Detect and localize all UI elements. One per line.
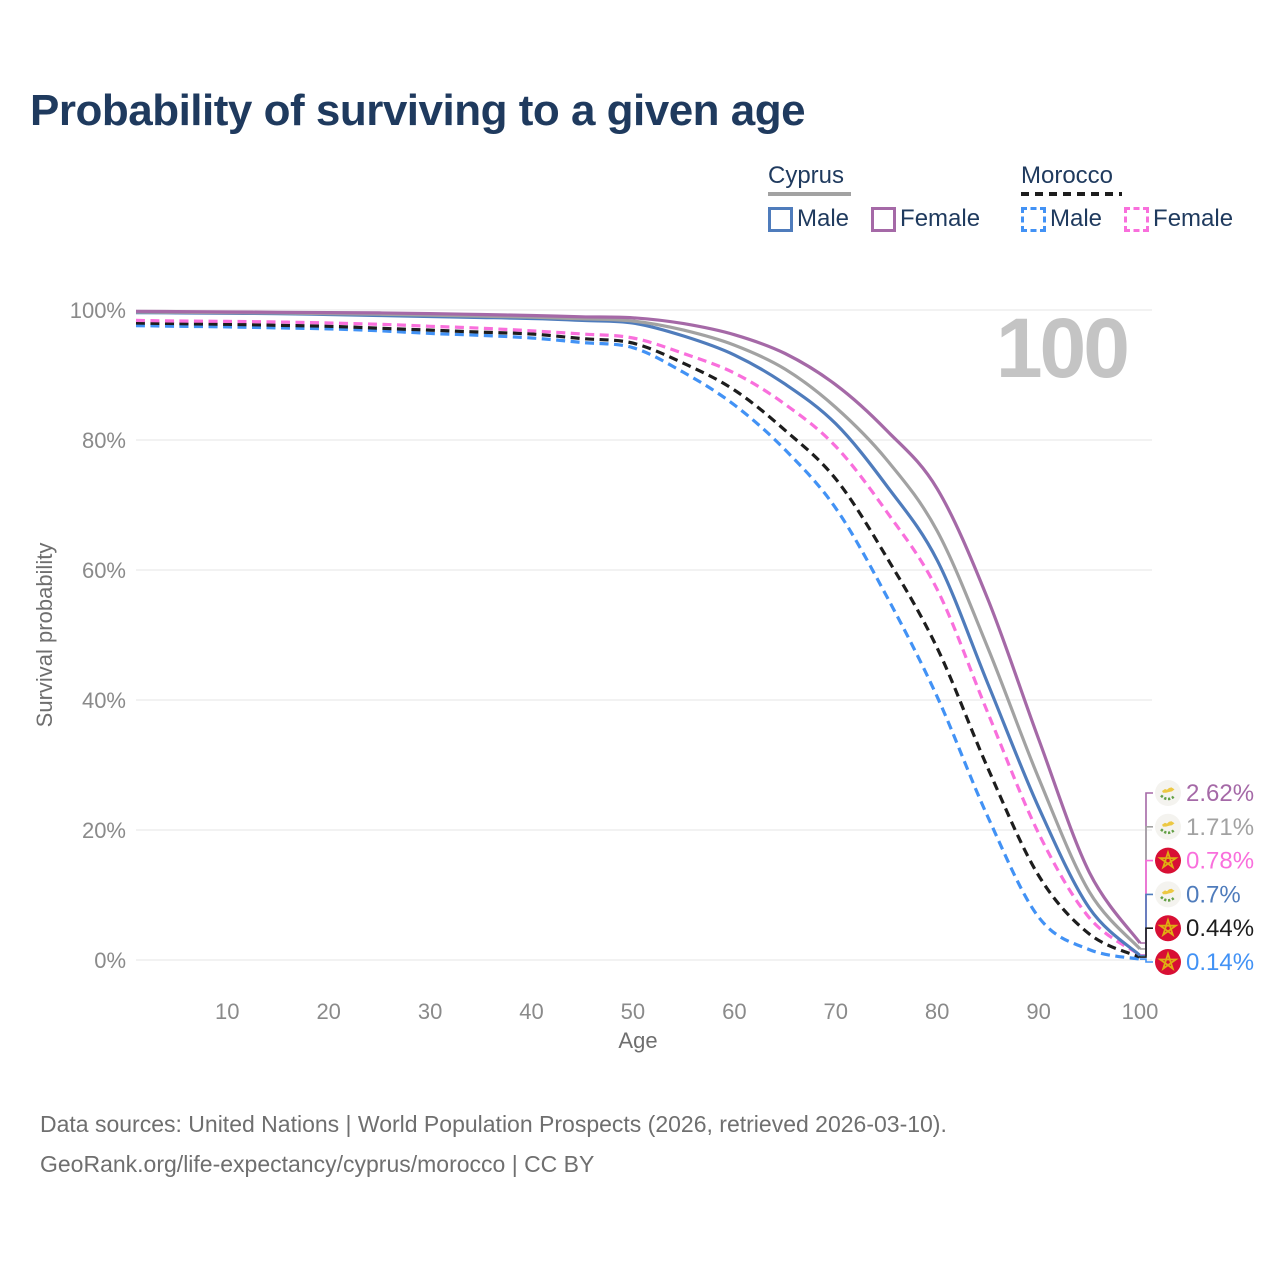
cyprus-male-swatch-icon [768,206,793,232]
x-tick-label: 30 [418,999,442,1024]
y-tick-label: 60% [82,558,126,583]
morocco-male-swatch-icon [1021,206,1046,232]
end-label-value: 0.7% [1186,881,1241,908]
gridlines [136,309,1152,961]
end-label-connectors [1140,792,1153,963]
x-tick-label: 60 [722,999,746,1024]
curve-morocco-both-sexes[interactable] [135,321,1141,959]
end-labels: 2.62% 1.71% 0.78% 0.7% 0.44% 0.14% [1155,780,1254,976]
end-label-morocco-male[interactable]: 0.14% [1155,949,1254,976]
end-label-value: 0.78% [1186,848,1254,875]
morocco-flag-icon [1155,847,1181,874]
data-source-note: Data sources: United Nations | World Pop… [40,1111,947,1137]
x-tick-label: 40 [519,999,543,1024]
curve-cyprus-male[interactable] [135,311,1142,957]
curve-cyprus-both-sexes[interactable] [135,310,1142,950]
page-title: Probability of surviving to a given age [30,86,806,135]
curve-morocco-male[interactable] [135,324,1141,961]
legend-group-morocco: Morocco Male Female [1021,163,1233,233]
curve-morocco-female[interactable] [135,318,1141,957]
curve-cyprus-female[interactable] [135,309,1142,944]
footer: Data sources: United Nations | World Pop… [40,1104,947,1184]
legend-item-label: Female [1153,205,1234,232]
morocco-flag-icon [1155,915,1181,942]
y-tick-label: 20% [82,818,126,843]
end-label-value: 1.71% [1186,814,1254,841]
morocco-female-swatch-icon [1124,206,1150,232]
x-tick-label: 90 [1026,999,1050,1024]
end-label-morocco-both-sexes[interactable]: 0.44% [1155,915,1254,942]
y-tick-label: 0% [94,948,126,973]
cyprus-flag-icon [1155,813,1181,840]
x-tick-label: 70 [824,999,848,1024]
cyprus-flag-icon [1155,881,1181,908]
x-axis-title: Age [618,1028,657,1053]
x-tick-label: 50 [621,999,645,1024]
legend-item-morocco-male[interactable]: Male [1021,205,1102,233]
legend-item-morocco-female[interactable]: Female [1124,205,1233,233]
legend-item-cyprus-female[interactable]: Female [871,205,980,233]
legend-item-label: Female [900,205,981,232]
legend-item-cyprus-male[interactable]: Male [768,205,849,233]
survival-curves [135,309,1142,961]
x-tick-label: 20 [316,999,340,1024]
y-axis-title: Survival probability [32,543,57,728]
legend-item-label: Male [1050,205,1103,232]
end-label-value: 0.44% [1186,915,1254,942]
end-label-connector [1140,958,1153,963]
solid-line-style-swatch [768,192,851,196]
end-label-morocco-female[interactable]: 0.78% [1155,847,1254,875]
y-tick-label: 40% [82,688,126,713]
legend-group-morocco-label[interactable]: Morocco [1021,162,1114,189]
y-tick-label: 100% [70,298,126,323]
y-tick-label: 80% [82,428,126,453]
dashed-line-style-swatch [1021,192,1122,196]
x-tick-label: 10 [215,999,239,1024]
x-tick-label: 80 [925,999,949,1024]
end-label-cyprus-male[interactable]: 0.7% [1155,881,1241,908]
end-label-value: 2.62% [1186,780,1254,807]
x-tick-label: 100 [1122,999,1159,1024]
end-label-connector [1140,927,1153,958]
end-label-cyprus-female[interactable]: 2.62% [1155,780,1254,807]
cyprus-female-swatch-icon [871,206,897,232]
legend-group-cyprus-label[interactable]: Cyprus [768,162,845,189]
cyprus-flag-icon [1155,780,1181,806]
legend-group-cyprus: Cyprus Male Female [768,163,980,233]
end-label-connector [1140,893,1153,957]
hovered-age-label: 100 [996,301,1127,395]
morocco-flag-icon [1155,949,1181,975]
end-label-value: 0.14% [1186,949,1254,976]
end-label-cyprus-both-sexes[interactable]: 1.71% [1155,813,1254,841]
legend-item-label: Male [797,205,850,232]
axis-tick-labels: 0% 20% 40% 60% 80% 100% 10 20 30 40 50 60 70 80 90 100 [70,298,1159,1024]
attribution-note: GeoRank.org/life-expectancy/cyprus/moroc… [40,1151,595,1177]
